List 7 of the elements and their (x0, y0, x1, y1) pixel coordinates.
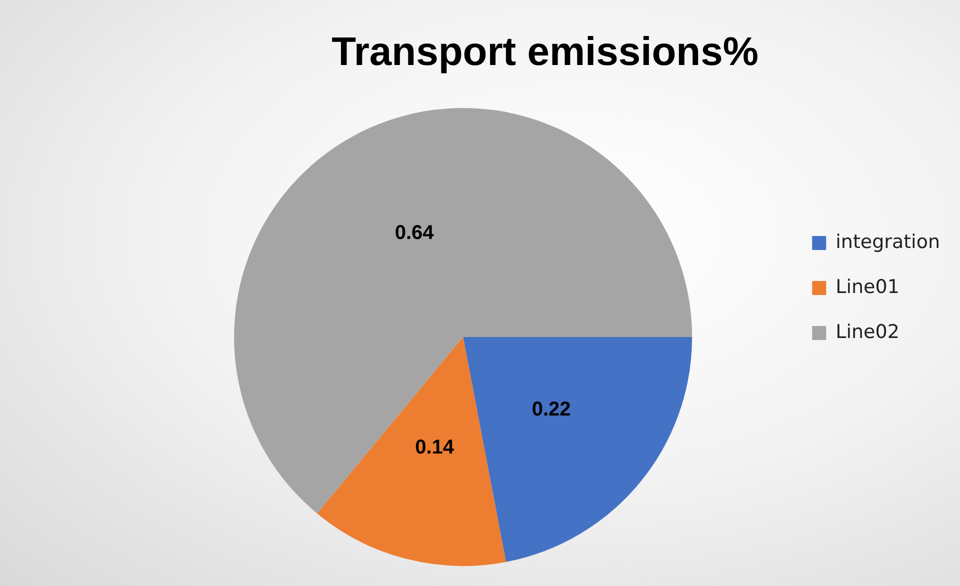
legend-label: Line01 (836, 276, 900, 298)
legend-label: Line02 (836, 320, 900, 343)
data-label: 0.22 (532, 398, 571, 420)
data-label: 0.14 (415, 436, 455, 458)
chart-title: Transport emissions% (332, 30, 758, 74)
legend-label: integration (836, 230, 940, 253)
data-label: 0.64 (394, 222, 435, 244)
